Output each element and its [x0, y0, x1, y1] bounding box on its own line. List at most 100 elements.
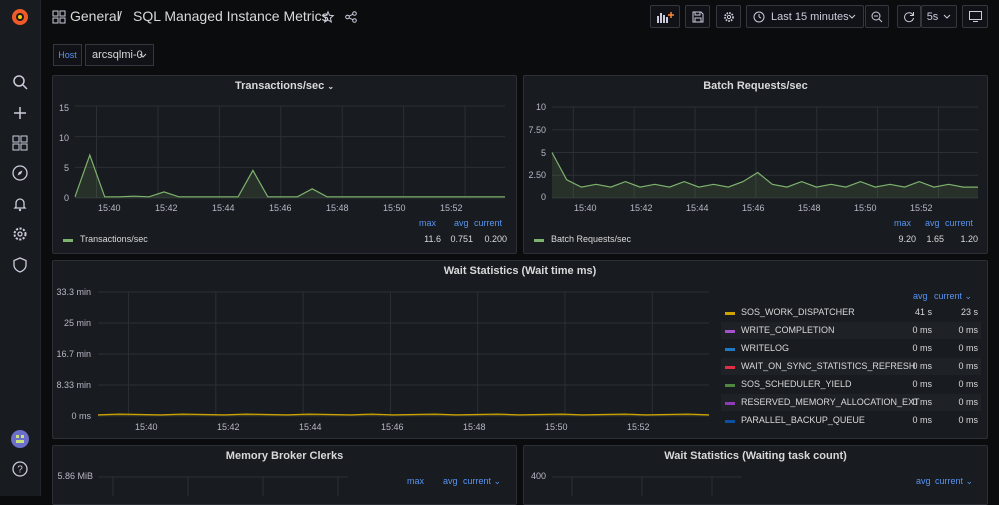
legend-header-max[interactable]: max [419, 218, 437, 228]
y-tick-10: 10 [58, 133, 69, 143]
legend-current: 0 ms [958, 361, 978, 371]
legend-header-avg[interactable]: avg [454, 218, 469, 228]
series-line [97, 413, 710, 416]
panel-title[interactable]: Transactions/sec ⌄ [234, 80, 335, 92]
settings-gear-icon[interactable] [10, 224, 30, 244]
wait-stats-chart[interactable] [97, 291, 710, 417]
share-icon[interactable] [345, 11, 357, 23]
zoom-out-button[interactable] [865, 5, 889, 28]
legend-current: 0 ms [958, 325, 978, 335]
legend-series-name[interactable]: WAIT_ON_SYNC_STATISTICS_REFRESH [741, 361, 916, 371]
legend-avg: 0 ms [912, 325, 932, 335]
user-avatar[interactable] [10, 429, 30, 449]
legend-series-name[interactable]: PARALLEL_BACKUP_QUEUE [741, 415, 865, 425]
legend-row[interactable]: WRITELOG 0 ms 0 ms [721, 340, 981, 357]
dashboards-icon[interactable] [10, 133, 30, 153]
legend-series-name[interactable]: Transactions/sec [80, 234, 148, 244]
time-range-label: Last 15 minutes [771, 10, 849, 23]
refresh-button[interactable] [897, 5, 921, 28]
refresh-interval-picker[interactable]: 5s [921, 5, 957, 28]
batch-requests-chart[interactable] [551, 106, 978, 199]
legend-current: 0 ms [958, 415, 978, 425]
dashboard-settings-button[interactable] [716, 5, 741, 28]
legend-swatch [63, 239, 73, 242]
legend-swatch [725, 384, 735, 387]
help-icon[interactable]: ? [10, 459, 30, 479]
legend-header-max[interactable]: max [407, 476, 425, 486]
x-tick: 15:42 [630, 203, 653, 213]
legend-header-current[interactable]: current [474, 218, 503, 228]
y-tick-0: 0 [540, 192, 546, 202]
legend-row[interactable]: PARALLEL_BACKUP_QUEUE 0 ms 0 ms [721, 412, 981, 429]
legend-series-name[interactable]: RESERVED_MEMORY_ALLOCATION_EXT [741, 397, 920, 407]
legend-row[interactable]: SOS_SCHEDULER_YIELD 0 ms 0 ms [721, 376, 981, 393]
panel-title[interactable]: Wait Statistics (Waiting task count) [664, 450, 847, 462]
page-title[interactable]: SQL Managed Instance Metrics [133, 8, 329, 24]
panel-title[interactable]: Wait Statistics (Wait time ms) [443, 265, 597, 277]
legend-current: 0 ms [958, 379, 978, 389]
transactions-chart[interactable] [74, 105, 505, 199]
chevron-down-icon [139, 53, 147, 58]
legend-max: 11.6 [424, 234, 441, 244]
breadcrumb-separator: / [118, 8, 122, 24]
y-tick-5: 5 [540, 148, 546, 158]
explore-compass-icon[interactable] [10, 163, 30, 183]
legend-series-name[interactable]: Batch Requests/sec [551, 234, 632, 244]
search-icon[interactable] [10, 72, 30, 92]
wait-stats-panel: Wait Statistics (Wait time ms) 33.3 min … [52, 260, 988, 439]
wait-count-chart-gridline [552, 476, 742, 496]
panel-title[interactable]: Memory Broker Clerks [225, 450, 344, 462]
legend-avg: 0.751 [450, 234, 473, 244]
alerting-bell-icon[interactable] [10, 194, 30, 214]
x-tick: 15:42 [217, 422, 240, 432]
legend-series-name[interactable]: WRITELOG [741, 343, 790, 353]
shield-icon[interactable] [10, 255, 30, 275]
wait-count-panel: Wait Statistics (Waiting task count) 400… [523, 445, 988, 505]
y-tick-0: 0 [63, 193, 69, 203]
tv-mode-button[interactable] [962, 5, 988, 28]
legend-header-max[interactable]: max [894, 218, 912, 228]
host-variable-value: arcsqlmi-0 [92, 49, 143, 61]
legend-avg: 1.65 [926, 234, 944, 244]
time-range-picker[interactable]: Last 15 minutes [746, 5, 864, 28]
x-tick: 15:40 [135, 422, 158, 432]
top-navbar: General / SQL Managed Instance Metrics L… [41, 0, 999, 36]
refresh-icon [904, 11, 914, 22]
x-tick: 15:46 [269, 203, 292, 213]
host-variable-dropdown[interactable]: arcsqlmi-0 [85, 44, 154, 66]
legend-header-avg[interactable]: avg [913, 291, 928, 301]
legend-header-avg[interactable]: avg [916, 476, 931, 486]
series-area [75, 155, 505, 198]
legend-max: 9.20 [898, 234, 916, 244]
legend-header-current[interactable]: current ⌄ [934, 291, 973, 301]
legend-header-avg[interactable]: avg [443, 476, 458, 486]
legend-row[interactable]: SOS_WORK_DISPATCHER 41 s 23 s [721, 304, 981, 321]
legend-header-current[interactable]: current [945, 218, 974, 228]
legend-series-name[interactable]: SOS_WORK_DISPATCHER [741, 307, 855, 317]
legend-header-avg[interactable]: avg [925, 218, 940, 228]
legend-swatch [725, 348, 735, 351]
grafana-logo-icon[interactable] [10, 7, 30, 27]
legend-row[interactable]: WRITE_COMPLETION 0 ms 0 ms [721, 322, 981, 339]
legend-header-current[interactable]: current ⌄ [935, 476, 974, 486]
batch-requests-panel: Batch Requests/sec 10 7.50 5 2.50 0 15:4… [523, 75, 988, 254]
y-tick: 8.33 min [56, 380, 91, 390]
plus-icon[interactable] [10, 103, 30, 123]
legend-row[interactable]: RESERVED_MEMORY_ALLOCATION_EXT 0 ms 0 ms [721, 394, 981, 411]
legend-row[interactable]: WAIT_ON_SYNC_STATISTICS_REFRESH 0 ms 0 ms [721, 358, 981, 375]
add-panel-button[interactable] [650, 5, 680, 28]
legend-header-current[interactable]: current ⌄ [463, 476, 502, 486]
legend-avg: 41 s [914, 307, 932, 317]
panel-title[interactable]: Batch Requests/sec [703, 80, 808, 92]
star-icon[interactable] [321, 10, 335, 23]
legend-current: 0 ms [958, 343, 978, 353]
breadcrumb-folder[interactable]: General [70, 8, 120, 24]
legend-swatch [725, 366, 735, 369]
save-dashboard-button[interactable] [685, 5, 710, 28]
legend-current: 0.200 [484, 234, 507, 244]
monitor-icon [968, 11, 982, 22]
add-panel-icon [657, 11, 674, 23]
save-icon [692, 11, 703, 22]
legend-series-name[interactable]: SOS_SCHEDULER_YIELD [741, 379, 852, 389]
legend-series-name[interactable]: WRITE_COMPLETION [741, 325, 835, 335]
